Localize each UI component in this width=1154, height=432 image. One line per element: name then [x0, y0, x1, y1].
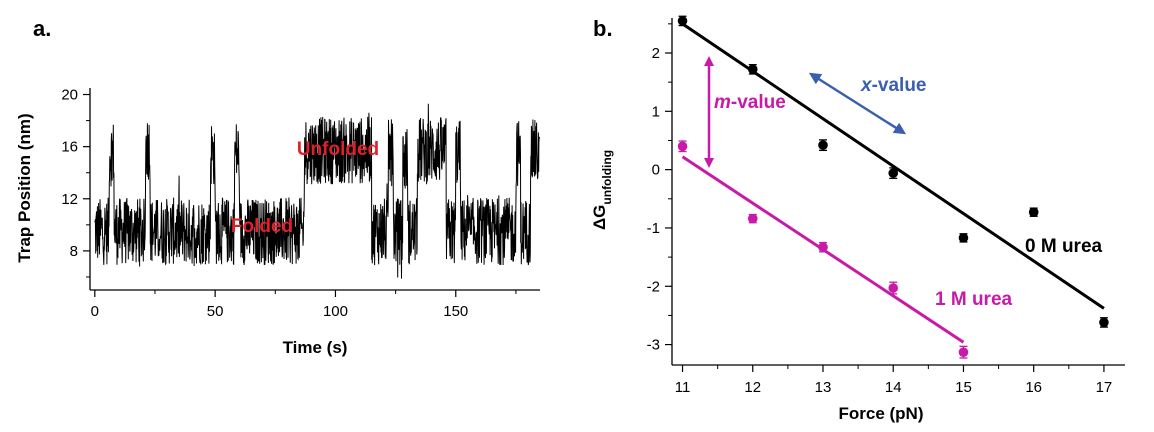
data-point-0M — [958, 233, 969, 243]
y-tick-label: 16 — [61, 139, 78, 156]
y-tick-label: -2 — [647, 278, 660, 295]
x-tick-label: 16 — [1025, 379, 1042, 396]
panel-a-xlabel: Time (s) — [283, 338, 348, 357]
x-value-arrow — [808, 72, 907, 135]
ylabel-main: ΔG — [590, 205, 609, 230]
data-points — [677, 15, 1109, 359]
x-tick-label: 0 — [91, 303, 99, 320]
x-tick-label: 17 — [1096, 379, 1113, 396]
y-tick-label: 8 — [70, 243, 78, 260]
series-label-0M-urea: 0 M urea — [1025, 236, 1103, 257]
x-tick-label: 150 — [443, 303, 468, 320]
data-point-1M — [747, 213, 758, 224]
y-tick-label: 12 — [61, 191, 78, 208]
panel-b-ylabel: ΔGunfolding — [590, 150, 614, 230]
y-tick-label: 20 — [61, 87, 78, 104]
series-label-1M-urea: 1 M urea — [935, 289, 1013, 310]
x-value-suffix: -value — [872, 75, 927, 96]
panel-a-ylabel: Trap Position (nm) — [15, 113, 34, 262]
x-tick-label: 13 — [815, 379, 832, 396]
panel-a-label: a. — [33, 16, 51, 41]
x-tick-label: 11 — [675, 379, 691, 396]
unfolded-annotation: Unfolded — [297, 139, 379, 160]
x-tick-label: 12 — [744, 379, 761, 396]
y-tick-label: 1 — [652, 103, 660, 120]
y-tick-label: -1 — [647, 220, 660, 237]
x-value-annotation: x-value — [860, 75, 927, 96]
panel-a-trace-chart: 0 50 100 150 8 12 16 20 Time (s) Trap Position … — [15, 87, 540, 357]
data-point-0M — [1028, 207, 1039, 218]
ylabel-sub: unfolding — [600, 150, 614, 205]
data-point-0M — [747, 64, 758, 75]
data-point-1M — [677, 141, 688, 152]
x-tick-label: 50 — [207, 303, 224, 320]
x-value-italic: x — [860, 75, 873, 96]
panel-b-xlabel: Force (pN) — [839, 404, 924, 423]
trace-series — [94, 103, 540, 279]
data-point-0M — [1099, 317, 1109, 328]
y-tick-label: 2 — [652, 45, 660, 62]
data-point-0M — [677, 16, 688, 26]
m-value-suffix: -value — [731, 92, 786, 113]
m-value-annotation: m-value — [714, 92, 786, 113]
folded-annotation: Folded — [231, 216, 293, 237]
x-tick-label: 100 — [323, 303, 348, 320]
y-tick-label: -3 — [647, 337, 660, 354]
data-point-1M — [958, 347, 969, 357]
x-tick-label: 15 — [955, 379, 972, 396]
data-point-1M — [888, 283, 899, 293]
data-point-0M — [888, 168, 899, 178]
data-point-1M — [818, 242, 828, 252]
y-tick-label: 0 — [652, 162, 660, 179]
trap-position-trace — [94, 103, 540, 279]
x-tick-label: 14 — [885, 379, 902, 396]
fit-line-0M — [681, 22, 1105, 310]
panel-b-label: b. — [593, 16, 613, 41]
m-value-italic: m — [714, 92, 731, 113]
data-point-0M — [818, 140, 828, 150]
panel-a-axes: 0 50 100 150 8 12 16 20 — [61, 87, 540, 320]
